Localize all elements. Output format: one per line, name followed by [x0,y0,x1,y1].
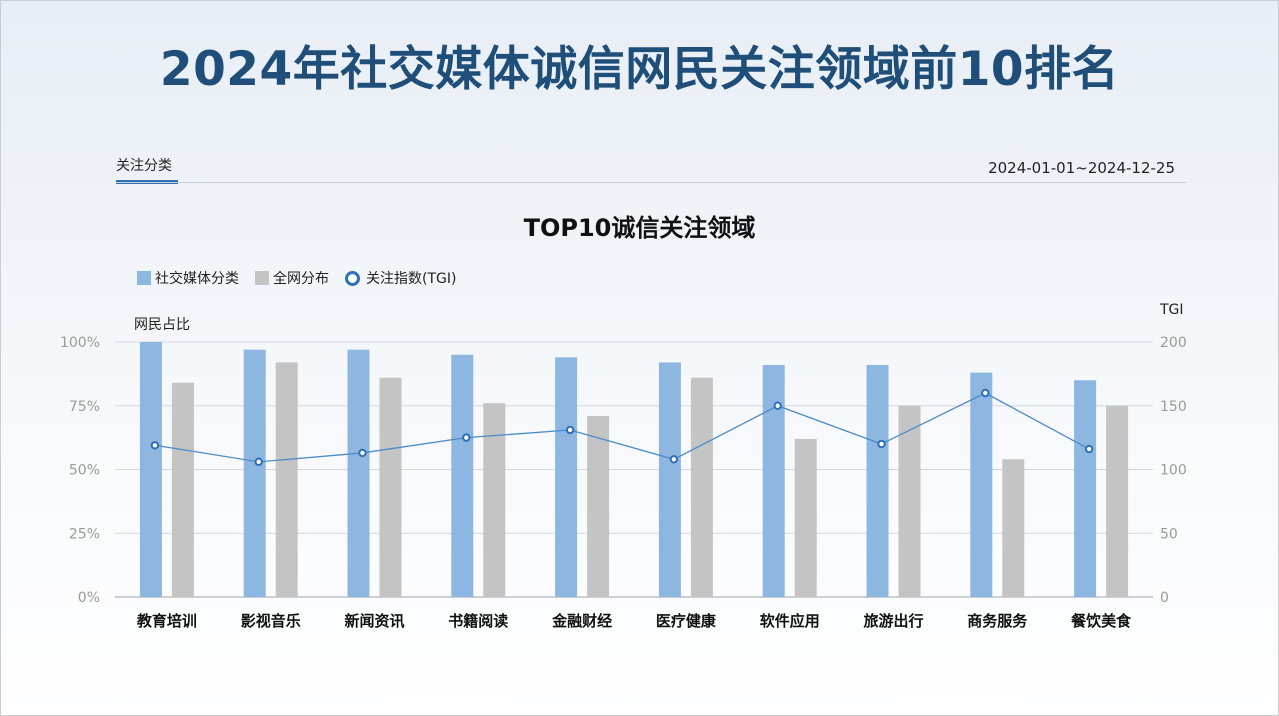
y-tick-right: 100 [1160,463,1187,479]
bar-social [762,364,785,597]
bar-network [1106,405,1129,597]
tgi-point [565,425,575,435]
x-tick-label: 新闻资讯 [344,612,404,630]
bar-social [658,362,681,597]
x-tick-label: 影视音乐 [241,612,301,630]
legend-item-social[interactable]: 社交媒体分类 [137,268,239,288]
y-tick-left: 50% [69,463,100,479]
x-tick-label: 商务服务 [967,612,1028,630]
y-tick-right: 0 [1160,590,1169,606]
bar-social [139,342,162,597]
y-tick-left: 25% [69,526,100,542]
bar-network [171,382,194,597]
x-tick-label: 金融财经 [551,612,612,630]
tgi-point [1084,444,1094,454]
chart-legend: 社交媒体分类 全网分布 关注指数(TGI) [137,268,472,288]
legend-item-tgi[interactable]: 关注指数(TGI) [345,268,456,288]
bar-social [866,364,889,597]
y-tick-right: 200 [1160,335,1187,351]
y-tick-left: 100% [60,335,100,351]
bar-network [379,377,402,597]
bar-network [794,438,817,597]
tgi-point [981,388,990,398]
bar-social [243,349,266,597]
chart-title: TOP10诚信关注领域 [523,214,756,242]
legend-swatch-network [255,271,269,285]
x-tick-label: 教育培训 [136,612,197,630]
x-tick-label: 旅游出行 [863,612,923,630]
tgi-point [254,457,263,467]
x-tick-label: 书籍阅读 [448,612,508,630]
bar-network [690,377,713,597]
tgi-point [669,455,679,464]
date-range: 2024-01-01~2024-12-25 [988,159,1175,177]
tgi-line [154,392,1090,463]
tgi-point [877,439,886,449]
legend-swatch-social [137,271,151,285]
bar-social [451,354,474,597]
tgi-point [773,401,782,410]
bar-social [970,372,993,597]
legend-label-social: 社交媒体分类 [155,271,239,287]
bar-network [275,362,298,597]
legend-label-tgi: 关注指数(TGI) [366,271,457,287]
x-tick-label: 医疗健康 [656,612,717,630]
y-tick-right: 150 [1160,399,1187,415]
y-tick-left: 75% [69,399,100,415]
y-axis-left-title: 网民占比 [134,317,190,333]
tgi-point [150,441,160,450]
y-tick-right: 50 [1160,526,1178,542]
bar-social [347,349,370,597]
tab-category[interactable]: 关注分类 [116,158,172,174]
x-tick-label: 餐饮美食 [1071,612,1132,630]
bar-network [483,403,506,597]
y-tick-left: 0% [78,590,100,606]
x-tick-label: 软件应用 [760,612,820,630]
bar-network [1002,459,1025,597]
legend-item-network[interactable]: 全网分布 [255,268,329,288]
y-axis-right-title: TGI [1160,302,1184,318]
bar-social [555,357,578,597]
legend-swatch-tgi [345,270,360,286]
tgi-point [462,433,471,442]
bar-social [1074,380,1097,597]
header-divider [116,182,1186,183]
legend-label-network: 全网分布 [273,271,329,287]
bar-network [898,405,921,597]
bar-network [587,415,610,597]
page-title: 2024年社交媒体诚信网民关注领域前10排名 [159,42,1120,97]
tgi-point [358,448,367,458]
